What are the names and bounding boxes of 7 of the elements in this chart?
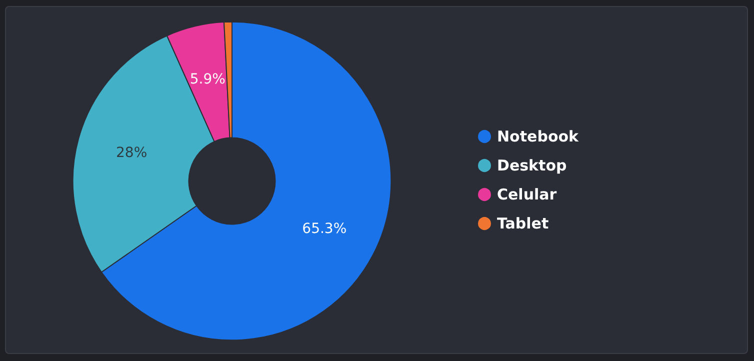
legend-label: Celular: [497, 186, 558, 204]
legend-label: Tablet: [497, 214, 549, 232]
legend-label: Notebook: [497, 128, 580, 146]
legend-label: Desktop: [497, 156, 568, 174]
data-label: 65.3%: [302, 221, 347, 238]
data-label: 28%: [116, 145, 148, 162]
data-label: 5.9%: [190, 72, 226, 88]
